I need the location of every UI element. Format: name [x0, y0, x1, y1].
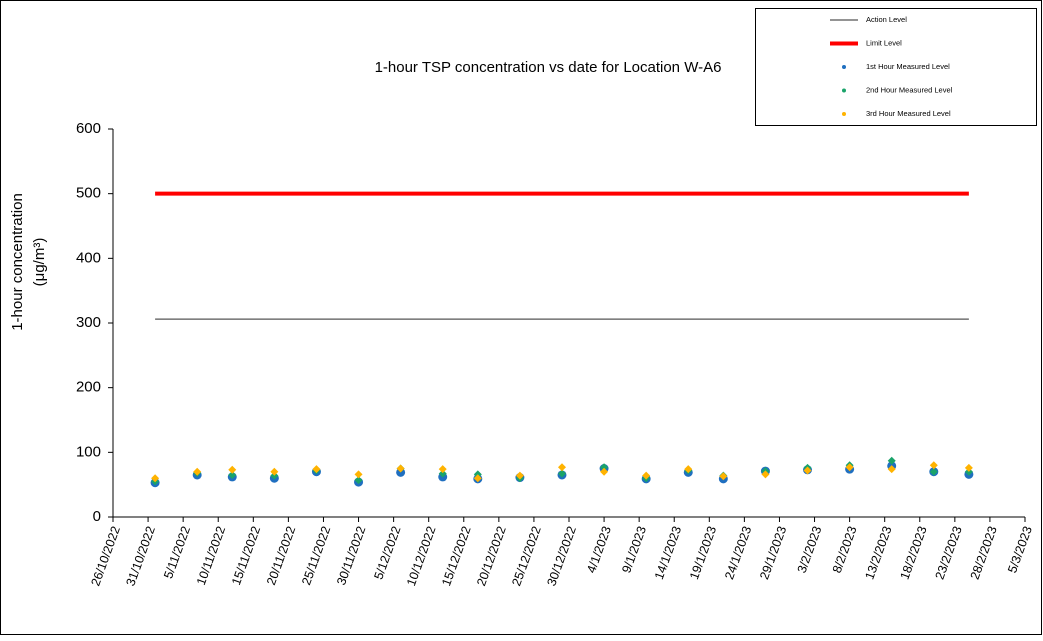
y-tick-label: 600: [76, 120, 101, 137]
legend-label: Limit Level: [866, 38, 902, 47]
y-axis-label: 1-hour concentration: [9, 193, 26, 331]
data-point: [354, 470, 363, 479]
data-point: [228, 470, 237, 479]
data-point: [312, 465, 321, 474]
data-point: [929, 461, 938, 470]
data-point: [887, 465, 896, 474]
data-point: [354, 476, 363, 485]
y-tick-label: 500: [76, 185, 101, 202]
y-axis-unit: (μg/m³): [31, 238, 48, 287]
data-point: [719, 472, 728, 481]
y-tick-label: 200: [76, 379, 101, 396]
data-point: [557, 463, 566, 472]
data-point: [193, 467, 202, 476]
data-point: [515, 471, 524, 480]
data-point: [600, 463, 609, 472]
data-point: [270, 467, 279, 476]
data-point: [964, 463, 973, 472]
legend-label: 1st Hour Measured Level: [866, 62, 950, 71]
y-tick-label: 300: [76, 314, 101, 331]
legend-label: 2nd Hour Measured Level: [866, 85, 953, 94]
data-point: [887, 456, 896, 465]
data-point: [761, 470, 770, 479]
data-point: [684, 465, 693, 474]
chart-title: 1-hour TSP concentration vs date for Loc…: [375, 59, 722, 76]
legend-swatch: [842, 88, 846, 93]
data-point: [600, 467, 609, 476]
y-tick-label: 0: [93, 508, 101, 525]
legend-box: [755, 8, 1037, 126]
legend-label: Action Level: [866, 15, 907, 24]
data-point: [438, 465, 447, 474]
data-point: [557, 469, 566, 478]
y-tick-label: 100: [76, 443, 101, 460]
data-point: [396, 464, 405, 473]
data-point: [929, 467, 938, 476]
data-point: [642, 471, 651, 480]
data-point: [473, 474, 482, 483]
y-tick-label: 400: [76, 249, 101, 266]
data-point: [228, 465, 237, 474]
data-point: [803, 466, 812, 475]
data-point: [438, 469, 447, 478]
data-point: [845, 463, 854, 472]
data-point: [151, 474, 160, 483]
legend-swatch: [842, 112, 846, 116]
legend-swatch: [842, 65, 846, 69]
legend-label: 3rd Hour Measured Level: [866, 109, 951, 118]
